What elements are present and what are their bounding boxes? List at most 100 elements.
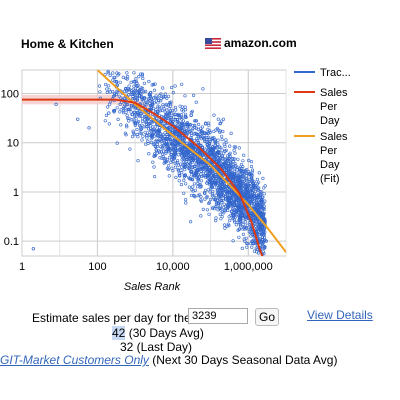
tracked-point (241, 179, 245, 183)
category-title: Home & Kitchen (21, 37, 114, 51)
view-details-link[interactable]: View Details (307, 308, 373, 322)
tracked-point (203, 191, 207, 196)
tracked-point (238, 224, 243, 228)
tracked-point (237, 170, 241, 174)
tracked-point (190, 177, 194, 181)
tracked-point (191, 156, 195, 160)
tracked-point (203, 197, 207, 201)
go-button[interactable]: Go (255, 308, 279, 326)
tracked-point (115, 71, 119, 75)
tracked-point (161, 86, 165, 90)
tracked-point (206, 179, 210, 183)
tracked-point (176, 113, 180, 117)
tracked-point (190, 109, 194, 113)
tracked-point (159, 135, 163, 139)
tracked-point (220, 201, 224, 205)
tracked-point (214, 181, 218, 185)
tracked-point (222, 183, 227, 187)
tracked-point (250, 168, 255, 172)
tracked-point (255, 222, 259, 226)
tracked-point (123, 131, 127, 135)
tracked-point (175, 130, 179, 134)
tracked-point (260, 198, 264, 202)
tracked-point (117, 94, 121, 98)
tracked-point (165, 112, 169, 116)
tracked-point (255, 247, 259, 251)
tracked-point (118, 102, 122, 107)
tracked-point (241, 159, 245, 163)
tracked-point (262, 244, 266, 248)
tracked-point (257, 207, 261, 211)
tracked-point (212, 198, 216, 202)
tracked-point (190, 133, 194, 137)
tracked-point (216, 183, 220, 187)
tracked-point (240, 182, 244, 186)
tracked-point (225, 191, 229, 195)
tracked-point (261, 227, 265, 231)
tracked-point (127, 84, 131, 88)
rank-input[interactable] (188, 308, 248, 324)
tracked-point (217, 206, 221, 210)
tracked-point (156, 140, 160, 144)
tracked-point (118, 80, 122, 84)
tracked-point (245, 176, 249, 181)
tracked-point (152, 165, 156, 169)
x-tick-label: 1,000,000 (224, 261, 273, 273)
tracked-point (196, 168, 200, 172)
tracked-scatter-series (31, 69, 268, 256)
y-tick-label: 10 (7, 138, 19, 150)
tracked-point (124, 110, 128, 114)
tracked-point (165, 96, 169, 100)
tracked-point (232, 218, 236, 222)
tracked-point (107, 122, 111, 126)
tracked-point (154, 94, 158, 98)
tracked-point (108, 90, 112, 94)
tracked-point (134, 114, 138, 118)
tracked-point (183, 105, 187, 109)
tracked-point (169, 139, 173, 143)
tracked-point (219, 171, 223, 175)
tracked-point (158, 138, 162, 142)
tracked-point (133, 121, 137, 125)
tracked-point (236, 196, 240, 200)
y-tick-label: 100 (1, 88, 19, 100)
tracked-point (178, 142, 182, 147)
tracked-point (250, 239, 254, 244)
tracked-point (215, 156, 219, 160)
tracked-point (215, 150, 220, 154)
tracked-point (203, 164, 207, 168)
tracked-point (245, 241, 249, 245)
tracked-point (183, 129, 187, 133)
tracked-point (106, 84, 111, 88)
tracked-point (213, 138, 217, 142)
tracked-point (224, 165, 228, 169)
tracked-point (144, 125, 148, 129)
tracked-point (245, 189, 249, 193)
tracked-point (223, 195, 227, 199)
seasonal-link[interactable]: GIT-Market Customers Only (0, 353, 149, 367)
tracked-point (180, 115, 184, 119)
tracked-point (136, 83, 140, 87)
tracked-point (163, 135, 167, 139)
tracked-point (143, 96, 147, 100)
tracked-point (190, 160, 194, 164)
tracked-point (187, 143, 191, 147)
tracked-point (215, 204, 219, 208)
tracked-point (199, 126, 203, 130)
tracked-point (231, 172, 235, 176)
tracked-point (170, 142, 174, 146)
tracked-point (255, 177, 260, 181)
tracked-point (226, 199, 231, 203)
legend-label: Day (320, 115, 340, 127)
tracked-point (125, 125, 129, 129)
tracked-point (180, 147, 184, 151)
tracked-point (224, 161, 228, 165)
tracked-point (179, 183, 183, 187)
tracked-point (149, 137, 153, 141)
tracked-point (210, 136, 214, 140)
tracked-point (172, 145, 176, 149)
tracked-point (165, 108, 169, 112)
tracked-point (188, 163, 192, 167)
tracked-point (215, 198, 219, 202)
tracked-point (153, 110, 158, 114)
